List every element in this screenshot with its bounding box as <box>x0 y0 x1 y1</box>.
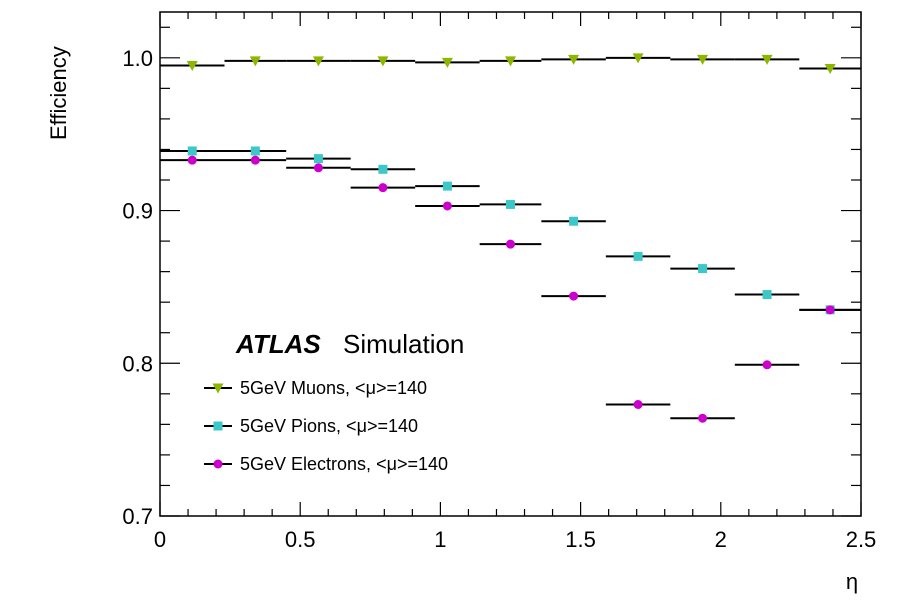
x-tick-label: 2 <box>715 527 727 552</box>
data-point <box>506 199 515 209</box>
y-tick-label: 1.0 <box>122 46 153 71</box>
legend-marker <box>212 383 224 394</box>
y-tick-label: 0.9 <box>122 199 153 224</box>
plot-frame <box>159 11 862 517</box>
data-point <box>762 290 772 300</box>
data-point <box>569 216 579 226</box>
data-point <box>442 181 452 191</box>
legend-label: 5GeV Electrons, <μ>=140 <box>240 454 448 474</box>
x-axis-title: η <box>846 569 858 594</box>
data-point <box>569 291 579 301</box>
data-point <box>377 56 389 67</box>
legend-marker <box>213 459 223 469</box>
data-point <box>187 146 197 156</box>
data-point <box>378 183 388 193</box>
data-point <box>506 239 515 249</box>
data-point <box>633 251 643 261</box>
x-tick-label: 0.5 <box>285 527 316 552</box>
data-point <box>187 155 197 165</box>
y-tick-label: 0.8 <box>122 351 153 376</box>
data-point <box>633 400 643 410</box>
data-point <box>698 264 708 274</box>
data-point <box>632 53 644 64</box>
series-triangle-down <box>160 53 861 75</box>
data-point <box>505 56 516 67</box>
legend: 5GeV Muons, <μ>=140 5GeV Pions, <μ>=140 5G… <box>204 378 448 474</box>
y-tick-label: 0.7 <box>122 504 153 529</box>
data-point <box>442 201 452 211</box>
simulation-label: Simulation <box>343 329 464 359</box>
data-point <box>249 56 261 67</box>
x-tick-label: 2.5 <box>846 527 877 552</box>
data-point <box>761 54 773 65</box>
atlas-label: ATLAS Simulation <box>235 329 464 359</box>
data-point <box>698 413 708 423</box>
data-point <box>312 56 324 67</box>
data-point <box>186 60 198 71</box>
x-tick-label: 1 <box>434 527 446 552</box>
legend-marker <box>213 421 223 431</box>
tick-labels: 0 0.5 1 1.5 2 2.5 0.7 0.8 0.9 1.0 <box>122 46 876 552</box>
data-point <box>697 54 709 65</box>
data-point <box>568 54 580 65</box>
data-point <box>378 164 388 174</box>
data-point <box>824 64 836 75</box>
atlas-bold-label: ATLAS <box>235 329 321 359</box>
data-point <box>313 163 323 173</box>
legend-label: 5GeV Pions, <μ>=140 <box>240 416 418 436</box>
series-circle <box>160 155 861 423</box>
data-series <box>160 53 861 423</box>
data-point <box>762 360 772 370</box>
x-tick-label: 1.5 <box>565 527 596 552</box>
data-point <box>441 57 453 68</box>
axis-ticks <box>159 12 862 517</box>
data-point <box>313 154 323 164</box>
data-point <box>250 155 260 165</box>
data-point <box>250 146 260 156</box>
y-axis-title: Efficiency <box>46 46 71 140</box>
legend-label: 5GeV Muons, <μ>=140 <box>240 378 427 398</box>
x-tick-label: 0 <box>154 527 166 552</box>
series-square <box>160 146 861 315</box>
data-point <box>825 305 835 315</box>
